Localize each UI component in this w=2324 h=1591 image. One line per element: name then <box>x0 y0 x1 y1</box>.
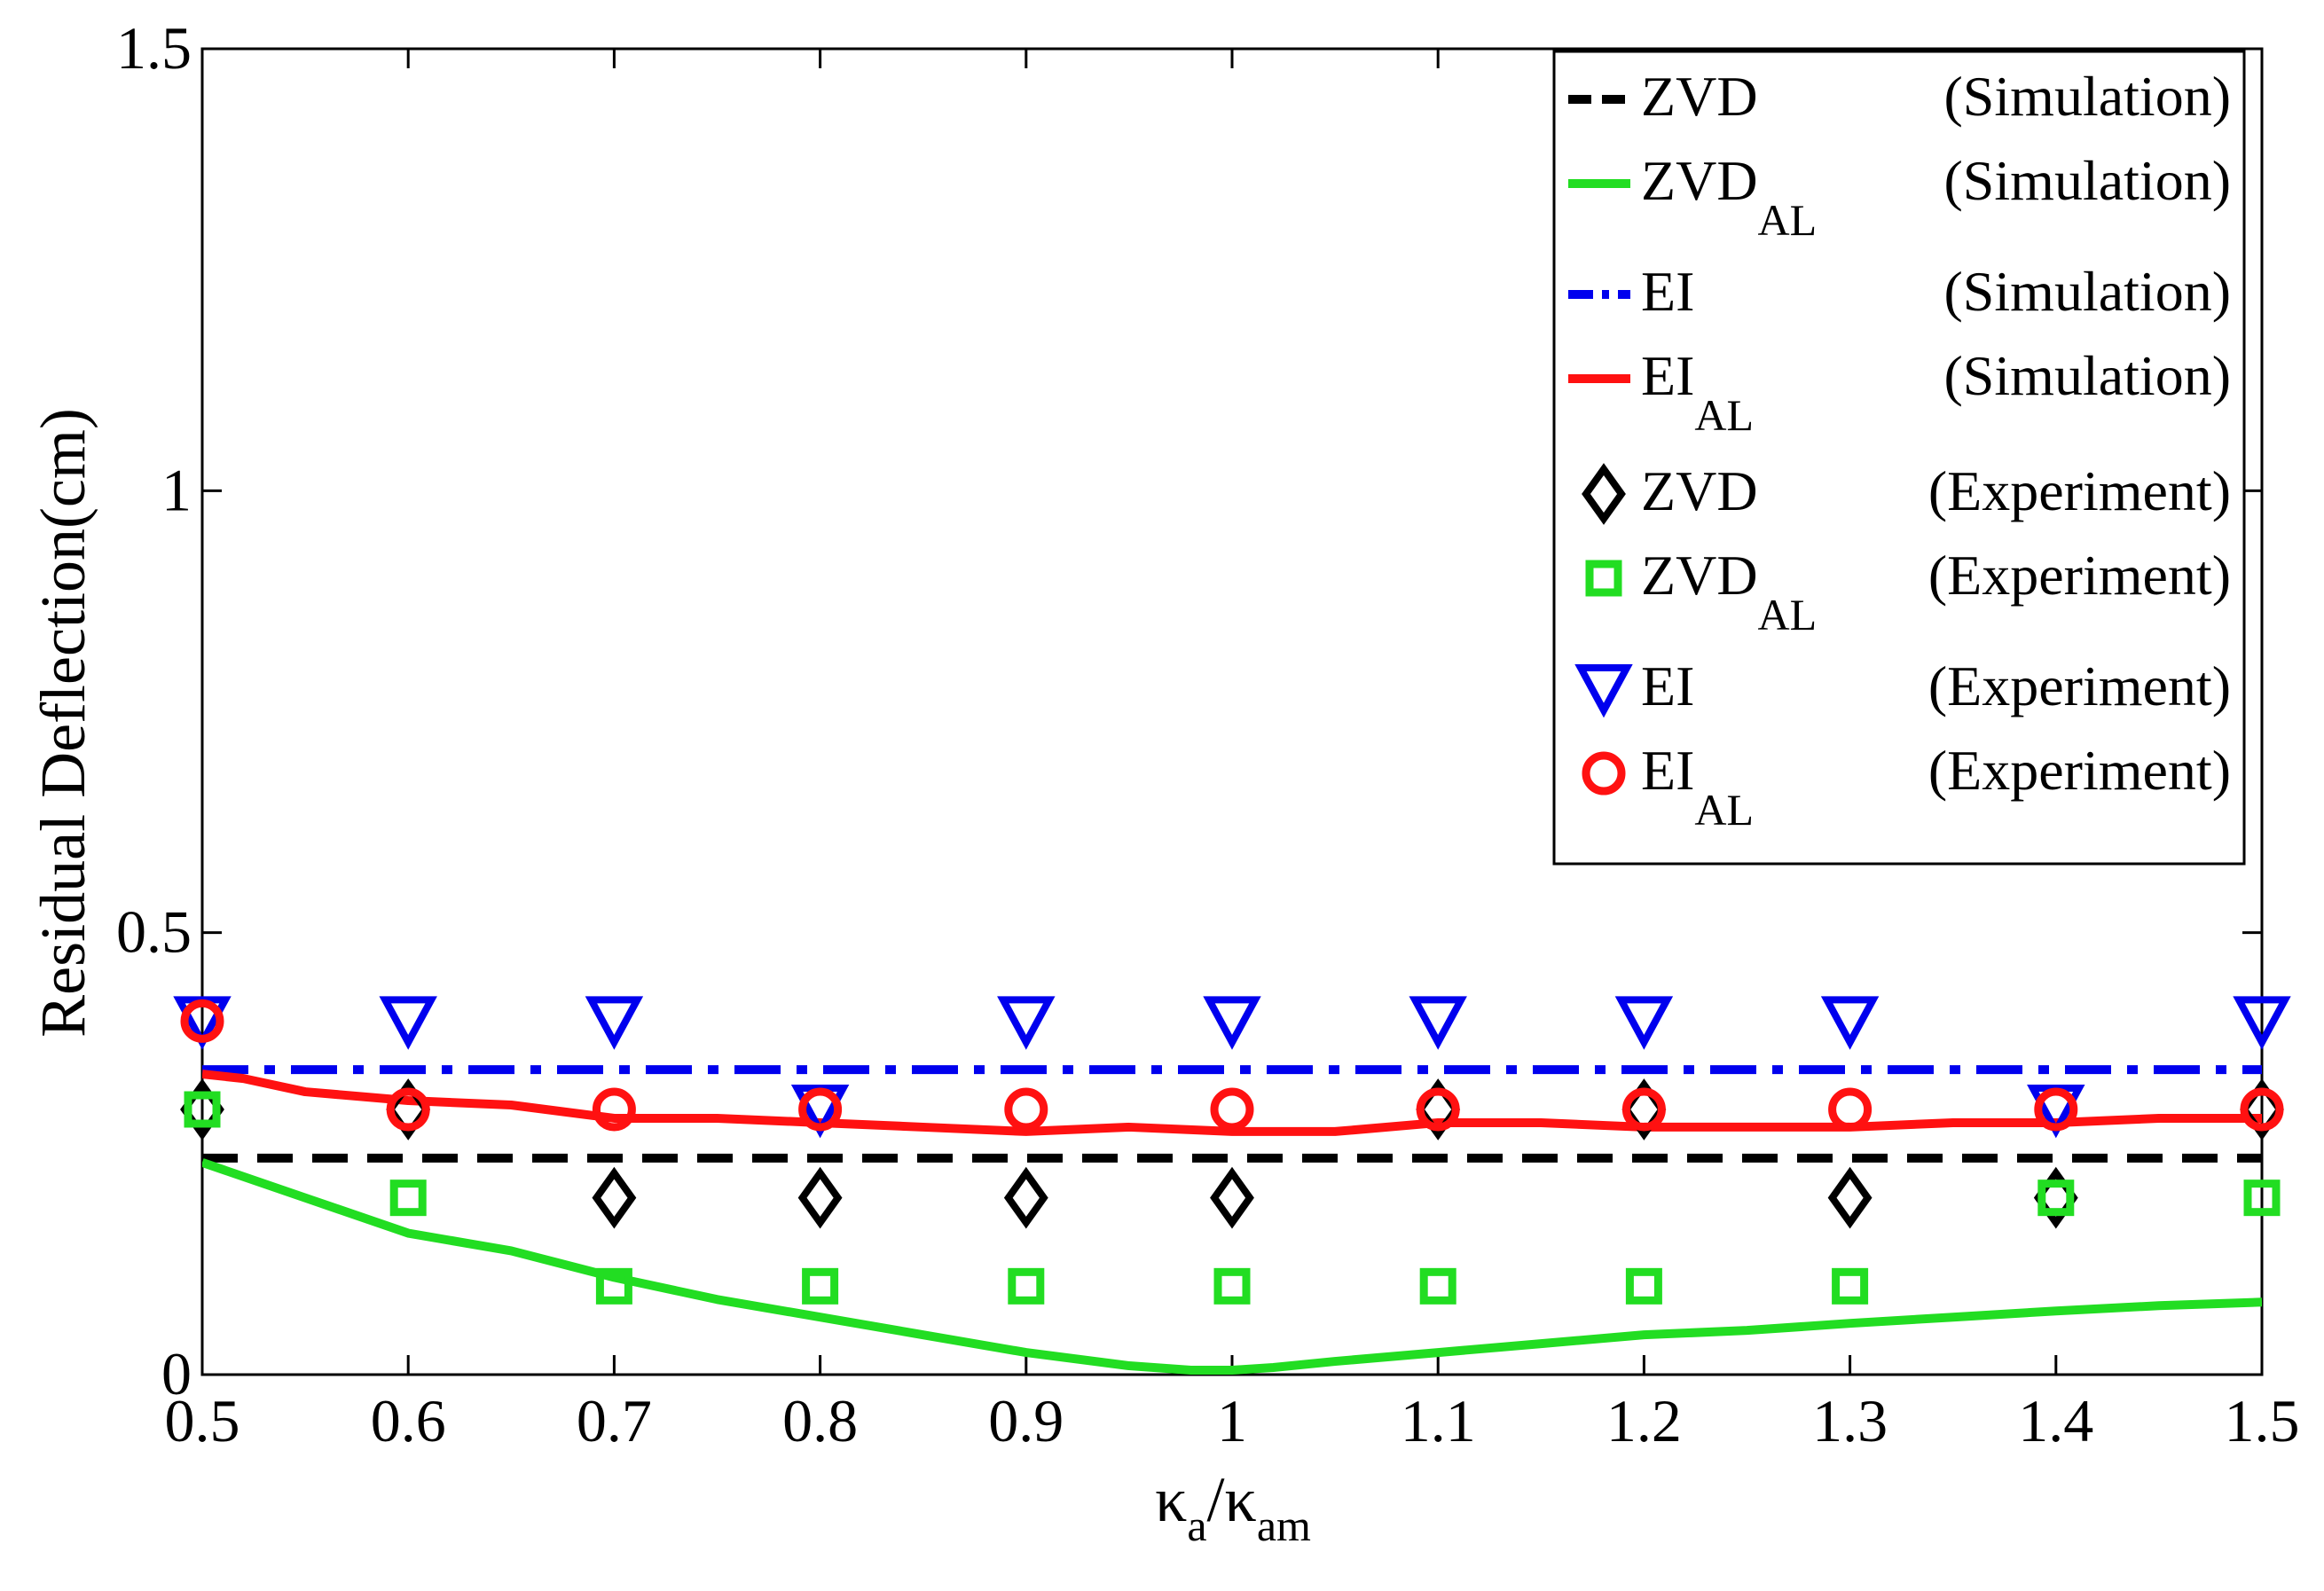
x-tick-label: 1.1 <box>1401 1387 1476 1454</box>
legend-label-ei-al-experiment: EIAL <box>1641 739 1754 835</box>
legend-note-ei-al-experiment: (Experiment) <box>1928 739 2231 802</box>
legend-label-zvd-al-experiment: ZVDAL <box>1641 544 1817 639</box>
legend-note-zvd-simulation: (Simulation) <box>1943 65 2231 128</box>
ei-al-experiment-point <box>2034 1087 2078 1132</box>
ei-al-experiment-point <box>2240 1087 2284 1132</box>
legend-swatch-zvd-experiment <box>1582 463 1626 525</box>
legend-label-ei-simulation: EI <box>1641 260 1694 323</box>
ei-experiment-point <box>585 996 644 1050</box>
ei-al-experiment-point <box>1210 1087 1254 1132</box>
legend-note-zvd-al-experiment: (Experiment) <box>1928 544 2231 607</box>
ei-experiment-point <box>1203 996 1261 1050</box>
legend-note-ei-simulation: (Simulation) <box>1943 260 2231 323</box>
y-axis-label: Residual Deflection(cm) <box>27 408 98 1038</box>
x-tick-label: 0.8 <box>782 1387 858 1454</box>
zvd-al-experiment-point <box>595 1267 632 1305</box>
axis-ticks: 0.5 0.6 0.7 0.8 0.9 1 1.1 1.2 1.3 1.4 1.500.511.5 <box>116 14 2300 1454</box>
x-tick-label: 1.4 <box>2018 1387 2093 1454</box>
zvd-al-experiment-point <box>184 1091 221 1128</box>
ei-al-experiment-point <box>180 999 224 1043</box>
x-tick-label: 1 <box>1217 1387 1247 1454</box>
zvd-experiment-point <box>592 1166 637 1229</box>
ei-al-experiment-point <box>592 1087 636 1132</box>
legend-note-zvd-al-simulation: (Simulation) <box>1943 149 2231 212</box>
legend-label-zvd-simulation: ZVD <box>1641 65 1758 128</box>
ei-experiment-point <box>997 996 1056 1050</box>
zvd-al-experiment-point <box>1419 1267 1456 1305</box>
ei-experiment-point <box>1820 996 1880 1050</box>
zvd-experiment-point <box>1210 1166 1254 1229</box>
y-tick-label: 0 <box>161 1340 192 1407</box>
y-tick-label: 0.5 <box>116 898 192 966</box>
x-tick-label: 1.5 <box>2225 1387 2300 1454</box>
zvd-al-experiment-point <box>802 1267 839 1305</box>
zvd-al-experiment-point <box>1008 1267 1045 1305</box>
legend-swatch-ei-al-experiment <box>1582 751 1626 796</box>
experiment-markers <box>173 996 2291 1305</box>
ei-experiment-point <box>1614 996 1674 1050</box>
zvd-al-experiment-point <box>1625 1267 1662 1305</box>
x-tick-label: 0.9 <box>988 1387 1064 1454</box>
ei-al-experiment-point <box>1004 1087 1048 1132</box>
ei-al-experiment-point <box>1621 1087 1666 1132</box>
legend-note-zvd-experiment: (Experiment) <box>1928 459 2231 522</box>
legend: ZVD (Simulation) ZVDAL (Simulation) EI (Simul… <box>1552 50 2246 866</box>
x-tick-label: 0.7 <box>577 1387 652 1454</box>
legend-note-ei-al-simulation: (Simulation) <box>1943 344 2231 407</box>
legend-label-zvd-experiment: ZVD <box>1641 459 1758 522</box>
zvd-experiment-point <box>1003 1166 1048 1229</box>
legend-swatch-ei-experiment <box>1574 664 1633 718</box>
x-tick-label: 0.6 <box>371 1387 446 1454</box>
ei-al-simulation-line <box>202 1070 2262 1136</box>
zvd-experiment-point <box>797 1166 843 1229</box>
legend-box <box>1552 50 2246 866</box>
ei-al-experiment-point <box>1416 1087 1460 1132</box>
x-tick-label: 1.2 <box>1606 1387 1682 1454</box>
legend-swatch-zvd-al-experiment <box>1585 560 1622 597</box>
y-tick-label: 1 <box>161 456 192 523</box>
x-tick-label: 1.3 <box>1812 1387 1888 1454</box>
legend-note-ei-experiment: (Experiment) <box>1928 654 2231 717</box>
legend-label-ei-al-simulation: EIAL <box>1641 344 1754 440</box>
zvd-al-experiment-point <box>1213 1267 1251 1305</box>
x-axis-label: κa/κam <box>1155 1464 1311 1550</box>
ei-al-experiment-point <box>798 1087 843 1132</box>
ei-experiment-point <box>1409 996 1467 1050</box>
x-tick-label: 0.5 <box>165 1387 240 1454</box>
zvd-al-experiment-point <box>1832 1267 1869 1305</box>
zvd-al-experiment-point <box>389 1180 427 1217</box>
zvd-experiment-point <box>1827 1166 1873 1229</box>
ei-al-experiment-point <box>1828 1087 1873 1132</box>
legend-label-ei-experiment: EI <box>1641 654 1694 717</box>
ei-experiment-point <box>379 996 437 1050</box>
zvd-al-experiment-point <box>2243 1180 2281 1217</box>
y-tick-label: 1.5 <box>116 14 192 82</box>
simulation-series <box>202 1065 2262 1375</box>
ei-al-experiment-point <box>386 1087 430 1132</box>
ei-experiment-point <box>2233 996 2291 1050</box>
zvd-al-simulation-line <box>202 1158 2262 1375</box>
zvd-al-experiment-point <box>2037 1180 2075 1217</box>
legend-label-zvd-al-simulation: ZVDAL <box>1641 149 1817 245</box>
